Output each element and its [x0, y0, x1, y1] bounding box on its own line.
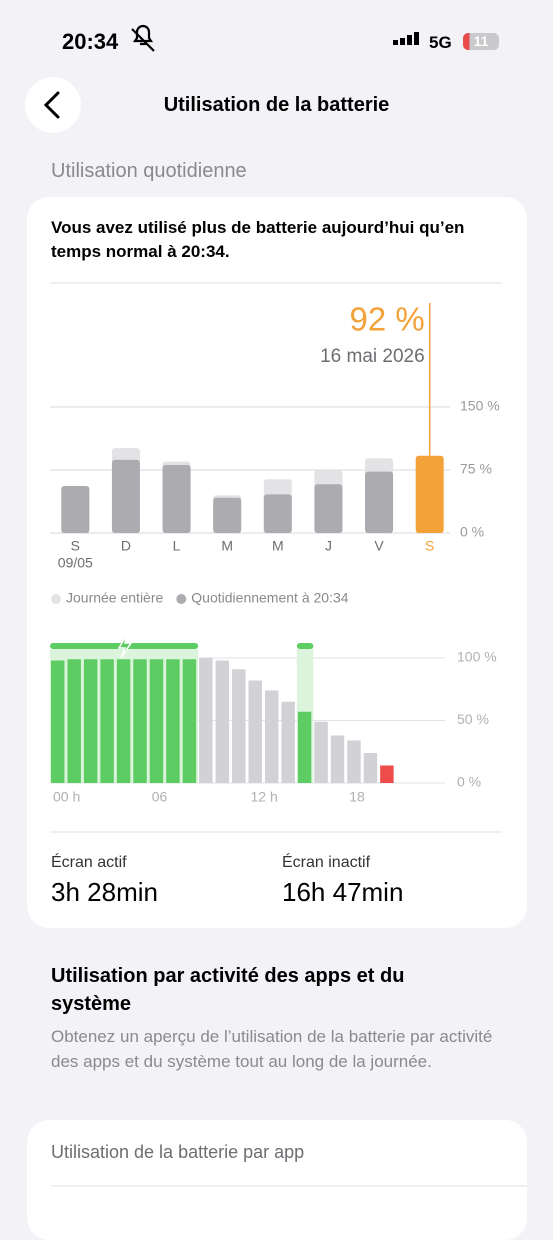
charging-icon [117, 633, 133, 659]
bar [314, 484, 343, 533]
bar [281, 701, 295, 783]
callout-date: 16 mai 2026 [320, 346, 425, 367]
x-tick-label: 12 h [251, 789, 278, 805]
bar [116, 659, 131, 783]
charts: 0 %75 %150 %S D L M M J V92 %16 mai 2026S09/05… [43, 24, 527, 1187]
battery-level: 11 [463, 33, 499, 50]
bar [111, 459, 140, 533]
bar [166, 659, 180, 783]
y-tick-label: 0 % [460, 524, 484, 540]
bar [149, 659, 164, 783]
stat-label: Écran actif [51, 854, 127, 871]
message: Vous avez utilisé plus de batterie aujou… [51, 218, 465, 261]
bar [232, 669, 246, 783]
status-time: 20:34 [62, 29, 119, 54]
bar [51, 660, 65, 783]
y-tick-label: 0 % [457, 774, 481, 790]
bar [347, 740, 361, 783]
back-button[interactable] [25, 77, 81, 133]
x-tick-label: 06 [152, 789, 168, 805]
back-icon [43, 91, 60, 119]
callout-value: 92 % [349, 301, 424, 338]
x-tick-label: 18 [349, 789, 365, 805]
page: 20:34 5G 11 Utilisation de la batterie U… [25, 24, 527, 1240]
y-tick-label: 100 % [457, 649, 497, 665]
y-tick-label: 75 % [460, 461, 492, 477]
bar [363, 753, 378, 783]
y-tick-label: 50 % [457, 711, 489, 727]
bar [248, 680, 262, 783]
charging-indicator [296, 643, 314, 649]
signal-icon [393, 32, 419, 45]
bar [199, 658, 213, 783]
legend-dot [176, 594, 187, 604]
mute-icon [131, 24, 155, 52]
stat-label: Écran inactif [282, 854, 371, 871]
bar [314, 721, 328, 783]
x-tick-label: S [425, 538, 434, 554]
stat-value: 3h 28min [51, 877, 158, 907]
bar [264, 690, 279, 783]
bar [330, 735, 345, 783]
section-description: Obtenez un aperçu de l’utilisation de la… [51, 1027, 493, 1071]
x-tick-label: M [272, 538, 284, 554]
x-tick-label: D [121, 538, 131, 554]
page-title: Utilisation de la batterie [163, 94, 390, 116]
bar [297, 711, 312, 783]
bar [100, 659, 114, 783]
legend-dot [51, 594, 61, 604]
x-date-label: 09/05 [58, 555, 93, 571]
bar [83, 659, 98, 783]
y-tick-label: 150 % [460, 398, 500, 414]
bar [415, 455, 444, 533]
x-tick-label: M [221, 538, 233, 554]
network: 5G [429, 33, 452, 52]
section-title: Utilisation quotidienne [51, 160, 247, 182]
x-tick-label: L [173, 538, 181, 554]
legend-label: Journée entière [66, 590, 164, 606]
bar [61, 485, 90, 533]
stat-value: 16h 47min [282, 877, 404, 907]
x-tick-label: S [71, 538, 80, 554]
bar [380, 765, 394, 783]
bar [365, 471, 394, 533]
bar [182, 659, 197, 783]
x-tick-label: J [325, 538, 332, 554]
app-card-title[interactable]: Utilisation de la batterie par app [51, 1142, 305, 1162]
bar [263, 494, 292, 533]
legend-label: Quotidiennement à 20:34 [191, 590, 348, 606]
bar [215, 660, 230, 783]
section-heading: Utilisation par activité des apps et du … [51, 965, 405, 1015]
bar [213, 497, 242, 533]
bar [162, 464, 191, 533]
daily-card [27, 197, 527, 928]
x-tick-label: 00 h [53, 789, 80, 805]
x-tick-label: V [374, 538, 384, 554]
bar [133, 659, 147, 783]
bar [67, 659, 81, 783]
